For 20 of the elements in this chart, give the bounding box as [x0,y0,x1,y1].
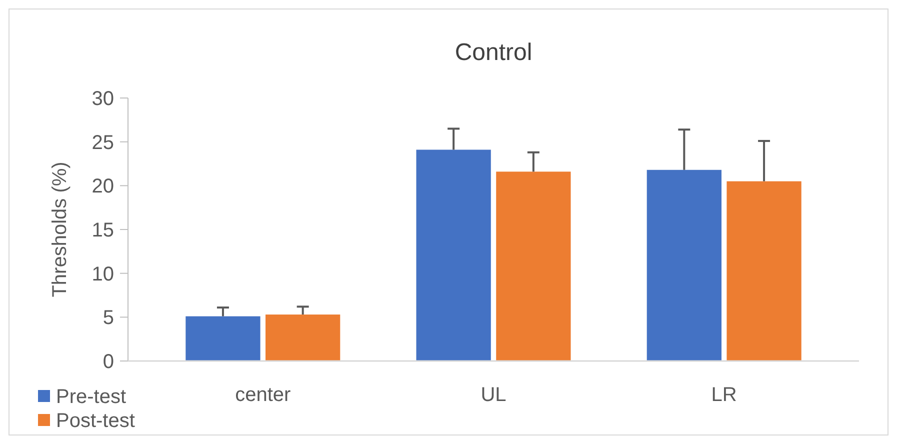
chart-title: Control [454,39,532,66]
y-tick-label: 30 [92,88,114,110]
y-tick-label: 15 [92,220,114,242]
y-axis-title: Thresholds (%) [49,162,71,298]
y-tick-label: 5 [102,307,114,330]
x-tick-label: LR [711,384,737,406]
x-tick-label: center [235,384,292,406]
y-tick-label: 0 [102,351,114,373]
y-tick-label: 20 [92,176,114,198]
bar [726,181,802,361]
y-tick-label: 25 [92,132,114,154]
y-tick-label: 10 [92,263,114,286]
bar [646,170,722,361]
bar [186,316,260,361]
legend-label: Pre-test [56,386,126,408]
x-tick-label: UL [480,384,506,406]
bar [496,172,571,361]
bar [266,314,340,361]
legend-label: Post-test [56,410,136,432]
bar [416,150,491,361]
